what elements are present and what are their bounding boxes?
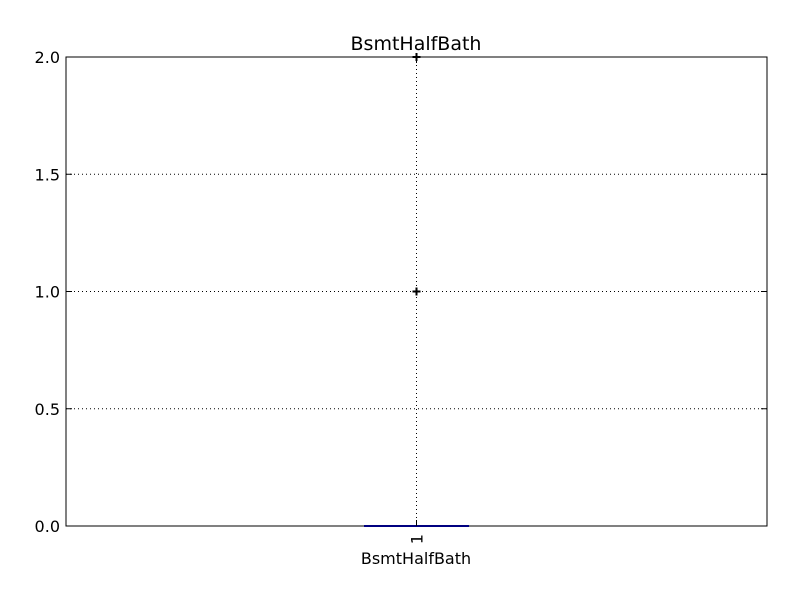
y-tick-label: 1.0: [35, 283, 60, 302]
y-tick-label: 2.0: [35, 48, 60, 67]
chart-title: BsmtHalfBath: [351, 33, 482, 55]
tick-layer: 0.0 0.5 1.0 1.5 2.0 1: [35, 48, 767, 544]
y-tick-label: 0.5: [35, 400, 60, 419]
y-tick-label: 1.5: [35, 165, 60, 184]
x-tick-label: 1: [408, 534, 427, 544]
y-tick-label: 0.0: [35, 517, 60, 536]
x-axis-label: BsmtHalfBath: [361, 549, 471, 568]
grid-layer: [66, 57, 767, 526]
outlier-point: [412, 287, 421, 296]
